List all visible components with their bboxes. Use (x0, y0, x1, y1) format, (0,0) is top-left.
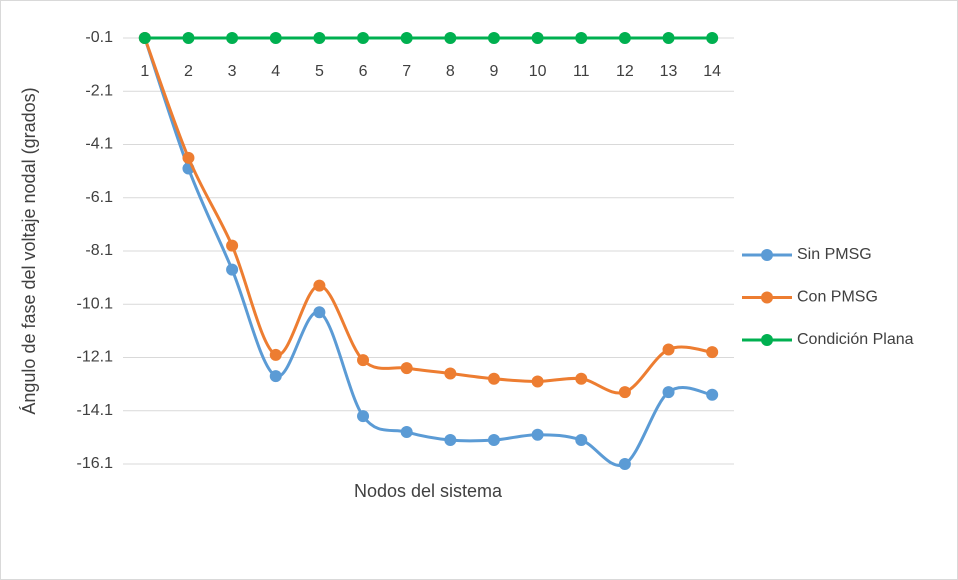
data-point (662, 32, 675, 44)
data-point (400, 32, 413, 44)
data-point (138, 32, 151, 44)
data-point (400, 362, 413, 375)
x-tick-label: 14 (703, 63, 721, 80)
data-point (226, 32, 239, 44)
x-tick-label: 11 (573, 63, 590, 80)
data-point (444, 434, 457, 447)
legend-label: Sin PMSG (797, 246, 872, 263)
x-tick-label: 4 (271, 63, 280, 80)
data-point (444, 367, 457, 380)
data-point (662, 386, 675, 399)
data-point (531, 428, 544, 441)
data-point (575, 434, 588, 447)
y-tick-label: -4.1 (85, 136, 113, 153)
data-point (226, 239, 239, 252)
data-point (487, 32, 500, 44)
legend-label: Con PMSG (797, 289, 878, 306)
x-tick-label: 12 (616, 63, 634, 80)
data-point (618, 458, 631, 470)
data-point (313, 306, 326, 319)
data-point (487, 372, 500, 385)
x-tick-label: 5 (315, 63, 324, 80)
legend-marker (761, 249, 773, 261)
data-point (531, 375, 544, 388)
x-tick-label: 6 (359, 63, 368, 80)
x-axis-title: Nodos del sistema (354, 481, 503, 501)
data-point (706, 32, 719, 44)
x-tick-label: 7 (402, 63, 411, 80)
legend-label: Condición Plana (797, 331, 914, 348)
data-point (400, 426, 413, 439)
y-axis-title: Ángulo de fase del voltaje nodal (grados… (19, 87, 39, 414)
data-point (444, 32, 457, 44)
data-point (269, 370, 282, 383)
data-point (357, 32, 370, 44)
y-tick-label: -2.1 (85, 82, 113, 99)
data-point (706, 346, 719, 359)
data-point (182, 151, 195, 164)
data-point (182, 32, 195, 44)
y-tick-label: -14.1 (77, 402, 114, 419)
y-tick-label: -12.1 (77, 349, 114, 366)
data-point (313, 279, 326, 292)
data-point (618, 386, 631, 399)
data-point (706, 388, 719, 401)
y-tick-label: -0.1 (85, 29, 113, 46)
data-point (313, 32, 326, 44)
data-point (226, 263, 239, 276)
data-point (575, 32, 588, 44)
data-point (269, 32, 282, 44)
y-tick-label: -16.1 (77, 455, 114, 472)
y-tick-label: -10.1 (77, 295, 114, 312)
x-tick-label: 9 (490, 63, 499, 80)
legend-marker (761, 334, 773, 346)
data-point (269, 348, 282, 361)
x-tick-label: 10 (529, 63, 547, 80)
x-tick-label: 13 (660, 63, 678, 80)
data-point (662, 343, 675, 356)
data-point (531, 32, 544, 44)
y-tick-label: -8.1 (85, 242, 113, 259)
data-point (357, 410, 370, 423)
x-tick-label: 8 (446, 63, 455, 80)
data-point (357, 354, 370, 367)
data-point (618, 32, 631, 44)
x-tick-label: 1 (140, 63, 149, 80)
y-tick-label: -6.1 (85, 189, 113, 206)
x-tick-label: 3 (228, 63, 237, 80)
data-point (487, 434, 500, 447)
x-tick-label: 2 (184, 63, 193, 80)
legend-marker (761, 291, 773, 304)
data-point (575, 372, 588, 385)
